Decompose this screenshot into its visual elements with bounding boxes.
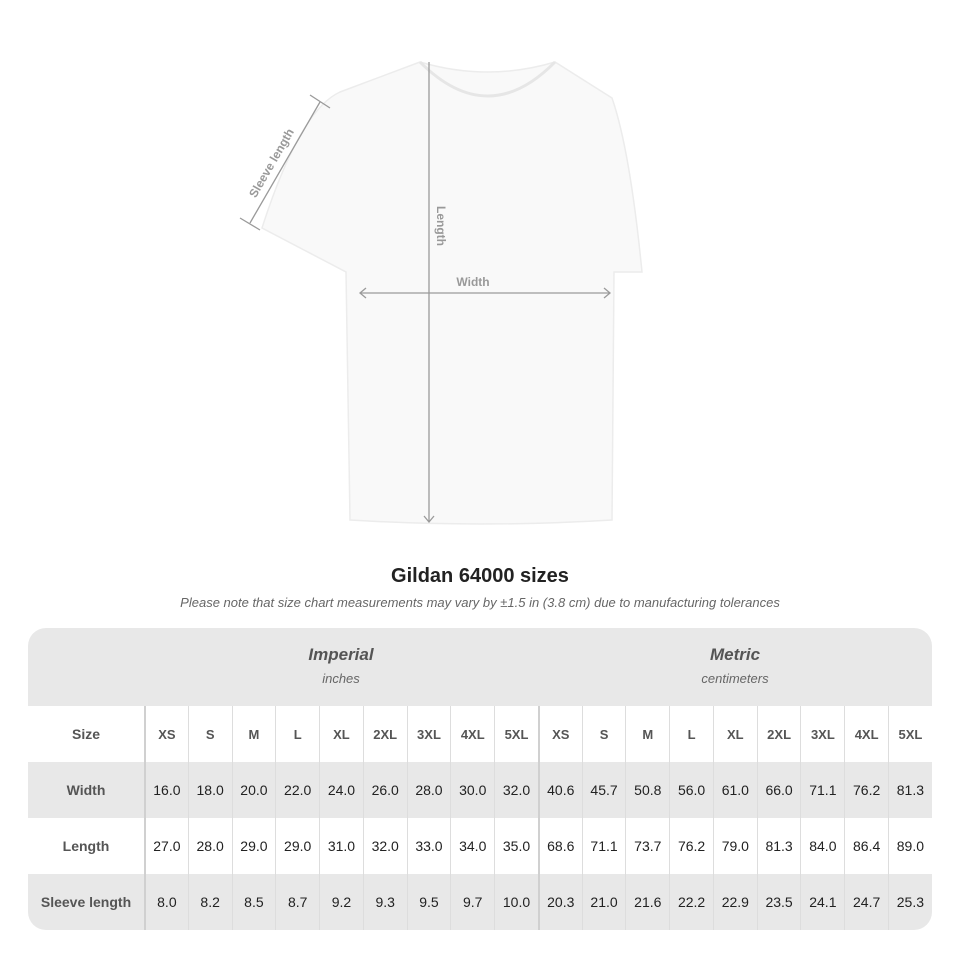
- chart-title: Gildan 64000 sizes: [391, 565, 569, 587]
- table-cell: 4XL: [844, 706, 888, 762]
- table-cell: 81.3: [888, 762, 932, 818]
- table-cell: 73.7: [625, 818, 669, 874]
- table-cell: 22.0: [275, 762, 319, 818]
- table-cell: 33.0: [406, 818, 451, 874]
- table-cell: 8.0: [144, 874, 188, 930]
- table-cell: 5XL: [494, 706, 538, 762]
- table-cell: 76.2: [844, 762, 888, 818]
- table-cell: 79.0: [712, 818, 757, 874]
- group-name: Metric: [709, 645, 761, 664]
- table-cell: 84.0: [800, 818, 844, 874]
- table-cell: 5XL: [888, 706, 932, 762]
- table-cell: 28.0: [406, 762, 451, 818]
- table-cell: 34.0: [450, 818, 494, 874]
- table-cell: 32.0: [494, 762, 538, 818]
- table-cell: M: [231, 706, 276, 762]
- row-label: Width: [66, 782, 106, 798]
- table-cell: 16.0: [144, 762, 188, 818]
- table-cell: 89.0: [888, 818, 932, 874]
- table-row: Sleeve length 8.0 8.2 8.5 8.7 9.2 9.3 9.5 9.7 10.…: [28, 874, 932, 930]
- table-cell: 29.0: [275, 818, 319, 874]
- table-cell: 2XL: [362, 706, 407, 762]
- sleeve-measure-line: [249, 101, 321, 224]
- table-cell: 45.7: [581, 762, 626, 818]
- table-cell: 20.0: [231, 762, 276, 818]
- table-cell: M: [625, 706, 669, 762]
- table-cell: 66.0: [756, 762, 801, 818]
- table-cell: 9.2: [319, 874, 363, 930]
- table-cell: 18.0: [187, 762, 232, 818]
- table-cell: 27.0: [144, 818, 188, 874]
- table-cell: S: [187, 706, 232, 762]
- imperial-header: Imperial inches: [144, 628, 538, 706]
- table-cell: 40.6: [537, 762, 582, 818]
- table-cell: 68.6: [537, 818, 582, 874]
- table-cell: XS: [537, 706, 582, 762]
- table-cell: 20.3: [537, 874, 582, 930]
- width-label: Width: [456, 275, 489, 289]
- table-cell: XS: [144, 706, 188, 762]
- table-cell: 23.5: [756, 874, 801, 930]
- row-label: Size: [71, 726, 100, 742]
- table-cell: 35.0: [494, 818, 538, 874]
- group-unit: inches: [322, 671, 360, 686]
- table-cell: 24.0: [319, 762, 363, 818]
- table-cell: 26.0: [362, 762, 407, 818]
- table-cell: 24.1: [800, 874, 844, 930]
- table-cell: 86.4: [844, 818, 888, 874]
- table-cell: L: [275, 706, 319, 762]
- table-cell: 61.0: [712, 762, 757, 818]
- table-cell: 3XL: [800, 706, 844, 762]
- table-cell: 30.0: [450, 762, 494, 818]
- table-cell: 8.7: [275, 874, 319, 930]
- group-unit: centimeters: [701, 671, 769, 686]
- table-cell: 50.8: [625, 762, 669, 818]
- table-cell: 8.2: [187, 874, 232, 930]
- table-cell: 28.0: [187, 818, 232, 874]
- table-cell: 8.5: [231, 874, 276, 930]
- table-cell: 31.0: [319, 818, 363, 874]
- row-label: Sleeve length: [40, 894, 132, 910]
- table-cell: 29.0: [231, 818, 276, 874]
- table-cell: 21.6: [625, 874, 669, 930]
- table-cell: 22.9: [712, 874, 757, 930]
- table-cell: 21.0: [581, 874, 626, 930]
- table-cell: 3XL: [406, 706, 451, 762]
- table-cell: 4XL: [450, 706, 494, 762]
- table-cell: 56.0: [669, 762, 713, 818]
- group-name: Imperial: [308, 645, 374, 664]
- row-label: Length: [62, 838, 110, 854]
- table-cell: 9.5: [406, 874, 451, 930]
- table-cell: 22.2: [669, 874, 713, 930]
- metric-header: Metric centimeters: [538, 628, 932, 706]
- collar: [418, 60, 557, 98]
- table-header: Imperial inches Metric centimeters: [28, 628, 932, 706]
- table-cell: 9.7: [450, 874, 494, 930]
- table-cell: 25.3: [888, 874, 932, 930]
- table-cell: 2XL: [756, 706, 801, 762]
- table-cell: S: [581, 706, 626, 762]
- table-cell: 81.3: [756, 818, 801, 874]
- table-cell: 32.0: [362, 818, 407, 874]
- table-row: Length 27.0 28.0 29.0 29.0 31.0 32.0 33.0 34.0 35…: [28, 818, 932, 874]
- table-cell: 76.2: [669, 818, 713, 874]
- table-cell: L: [669, 706, 713, 762]
- table-cell: 10.0: [494, 874, 538, 930]
- size-header-row: Size XS S M L XL 2XL 3XL 4XL 5XL XS S M L XL 2XL 3XL 4XL 5…: [28, 706, 932, 762]
- tshirt-diagram: Sleeve length Length Width: [239, 60, 643, 525]
- length-label: Length: [434, 206, 448, 246]
- tolerance-note: Please note that size chart measurements…: [180, 595, 780, 610]
- table-row: Width 16.0 18.0 20.0 22.0 24.0 26.0 28.0 30.0 32.…: [28, 762, 932, 818]
- table-cell: XL: [712, 706, 757, 762]
- size-table: Imperial inches Metric centimeters Size X…: [28, 628, 932, 930]
- table-cell: 9.3: [362, 874, 407, 930]
- table-cell: 24.7: [844, 874, 888, 930]
- table-cell: 71.1: [581, 818, 626, 874]
- table-cell: 71.1: [800, 762, 844, 818]
- table-cell: XL: [319, 706, 363, 762]
